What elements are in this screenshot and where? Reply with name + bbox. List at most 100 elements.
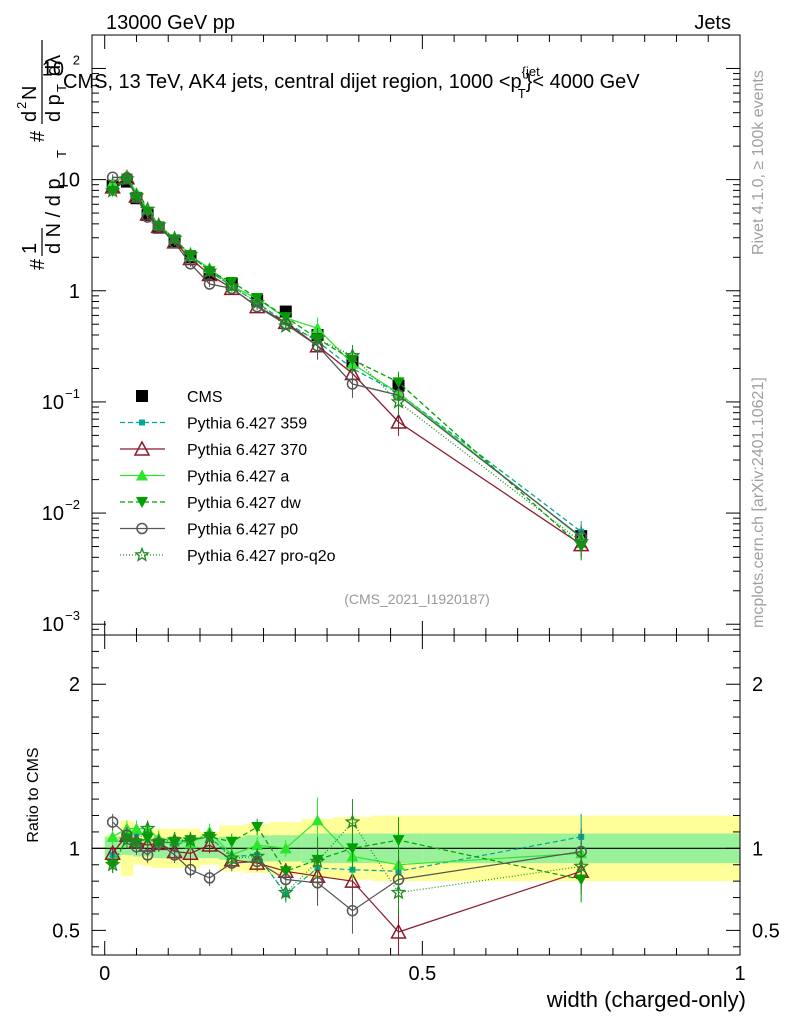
- ratio-point: [251, 839, 264, 851]
- ratio-point: [168, 849, 181, 861]
- legend-marker: [136, 469, 148, 481]
- ratio-point: [249, 848, 266, 864]
- ratio-point: [201, 836, 218, 852]
- ratio-point: [225, 836, 238, 848]
- legend-marker: [133, 440, 151, 456]
- ratio-point: [166, 831, 183, 847]
- series-line: [112, 178, 582, 543]
- legend-entry: Pythia 6.427 dw: [120, 495, 301, 512]
- data-point: [150, 216, 167, 232]
- data-point: [392, 377, 405, 389]
- ratio-point: [390, 884, 407, 900]
- data-point: [152, 220, 165, 233]
- legend-entry: Pythia 6.427 p0: [120, 522, 298, 539]
- ratio-point: [141, 849, 154, 861]
- xlabel: width (charged-only): [546, 987, 746, 1012]
- ratio-point: [182, 831, 199, 847]
- data-point: [279, 312, 292, 324]
- ratio-ytick-label: 2: [69, 674, 80, 696]
- main-ytick-exponent: −2: [65, 497, 80, 512]
- legend-entry: Pythia 6.427 a: [120, 469, 289, 486]
- ratio-point: [150, 833, 167, 849]
- legend-marker: [134, 546, 150, 562]
- ratio-xtick-label: 0: [99, 963, 110, 985]
- main-ytick-exponent: −1: [65, 386, 80, 401]
- ratio-ytick-label-right: 0.5: [752, 920, 780, 942]
- ylabel-one: 1: [19, 243, 41, 254]
- ratio-xtick-label: 0.5: [408, 963, 436, 985]
- legend-label: CMS: [187, 389, 223, 406]
- main-ytick-label: 10: [42, 614, 64, 636]
- data-point: [573, 533, 590, 549]
- data-point: [251, 293, 264, 305]
- svg-text:d p: d p: [43, 94, 65, 122]
- svg-text:N: N: [19, 86, 41, 100]
- ratio-point: [106, 830, 119, 842]
- data-point: [128, 187, 145, 203]
- svg-text:2: 2: [14, 102, 29, 109]
- ratio-point: [106, 816, 119, 828]
- svg-text:dλ: dλ: [43, 55, 65, 76]
- legend-label: Pythia 6.427 370: [187, 442, 307, 459]
- ratio-ylabel: Ratio to CMS: [25, 747, 42, 842]
- main-ytick-exponent: 2: [73, 52, 80, 67]
- header-left: 13000 GeV pp: [106, 12, 235, 34]
- ratio-point: [119, 831, 135, 847]
- ratio-frame: [91, 634, 741, 956]
- svg-text:d: d: [19, 111, 41, 122]
- ratio-xtick-label: 1: [734, 963, 745, 985]
- main-ytick-label: 10: [42, 503, 64, 525]
- analysis-id: (CMS_2021_I1920187): [344, 591, 490, 607]
- legend: CMS Pythia 6.427 359 Pythia 6.427 370 Pythi…: [120, 389, 336, 565]
- ratio-point: [139, 820, 156, 836]
- data-point: [166, 230, 183, 246]
- legend-marker: [136, 522, 148, 535]
- ratio-series-pythia-6-427-pro-q2o: [104, 799, 590, 916]
- ratio-point: [392, 835, 405, 847]
- legend-label: Pythia 6.427 p0: [187, 522, 298, 539]
- ratio-point: [279, 842, 292, 854]
- ratio-point: [128, 833, 145, 849]
- ratio-ytick-label: 0.5: [52, 920, 80, 942]
- ratio-point: [104, 856, 121, 872]
- ratio-ytick-label-right: 2: [752, 674, 763, 696]
- data-point: [311, 322, 324, 334]
- ratio-point: [251, 822, 264, 833]
- data-point: [130, 191, 143, 204]
- ylabel-hash-1: #: [27, 258, 49, 270]
- legend-entry: Pythia 6.427 pro-q2o: [120, 546, 336, 565]
- main-ytick-label: 10: [58, 170, 80, 192]
- ratio-point: [346, 843, 359, 855]
- legend-label: Pythia 6.427 a: [187, 469, 289, 486]
- legend-label: Pythia 6.427 359: [187, 416, 307, 433]
- series-pythia-6-427-pro-q2o: [104, 170, 590, 556]
- svg-text:T: T: [54, 84, 69, 92]
- svg-text:T: T: [54, 150, 69, 158]
- data-point: [225, 276, 238, 288]
- data-point: [104, 182, 121, 198]
- main-ytick-label: 10: [42, 58, 64, 80]
- data-point: [182, 246, 199, 262]
- rivet-label: Rivet 4.1.0, ≥ 100k events: [750, 70, 767, 255]
- ratio-point: [182, 844, 199, 861]
- data-point: [201, 262, 218, 278]
- data-point: [344, 347, 361, 363]
- main-ytick-label: 10: [42, 392, 64, 414]
- main-ylabel: # 1 d N / d p T # d 2 N d p T dλ: [14, 40, 69, 270]
- main-ytick-exponent: −3: [65, 608, 80, 623]
- legend-label: Pythia 6.427 pro-q2o: [187, 548, 336, 565]
- legend-label: Pythia 6.427 dw: [187, 495, 301, 512]
- data-point: [390, 393, 407, 409]
- ratio-point: [344, 813, 361, 829]
- ratio-ytick-label-right: 1: [752, 838, 763, 860]
- ratio-point: [346, 904, 359, 917]
- legend-marker: [136, 497, 148, 508]
- ratio-series-layer: [104, 797, 590, 955]
- ratio-point: [141, 833, 154, 845]
- data-point: [184, 258, 197, 270]
- plot-title: CMS, 13 TeV, AK4 jets, central dijet reg…: [63, 64, 640, 101]
- data-point: [139, 201, 156, 217]
- main-series-layer: [104, 169, 590, 561]
